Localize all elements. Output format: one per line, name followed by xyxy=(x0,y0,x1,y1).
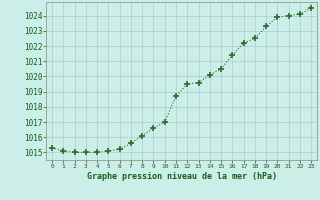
X-axis label: Graphe pression niveau de la mer (hPa): Graphe pression niveau de la mer (hPa) xyxy=(87,172,276,181)
